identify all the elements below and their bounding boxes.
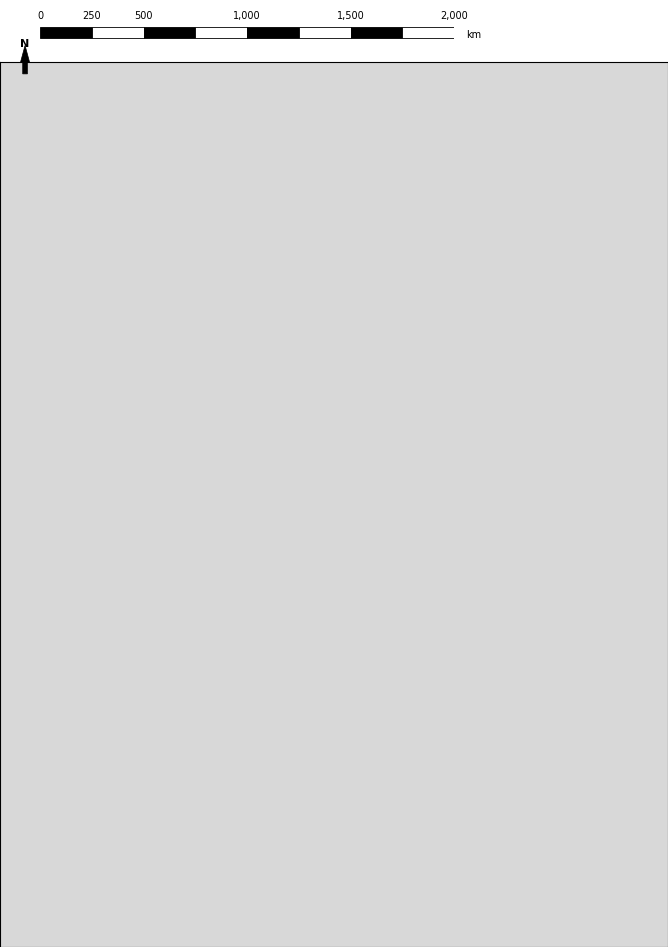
Text: 2,000: 2,000 bbox=[440, 11, 468, 22]
Text: 1,000: 1,000 bbox=[233, 11, 261, 22]
Bar bbox=[299, 27, 351, 39]
FancyArrow shape bbox=[21, 45, 29, 74]
Bar bbox=[40, 27, 92, 39]
Bar bbox=[247, 27, 299, 39]
Text: 500: 500 bbox=[134, 11, 153, 22]
Bar bbox=[195, 27, 247, 39]
Bar bbox=[144, 27, 195, 39]
Text: 250: 250 bbox=[83, 11, 101, 22]
Bar bbox=[92, 27, 144, 39]
Text: 1,500: 1,500 bbox=[337, 11, 365, 22]
Bar bbox=[351, 27, 402, 39]
Text: N: N bbox=[21, 40, 29, 49]
Text: 0: 0 bbox=[37, 11, 43, 22]
Text: km: km bbox=[466, 30, 481, 40]
Bar bbox=[402, 27, 454, 39]
